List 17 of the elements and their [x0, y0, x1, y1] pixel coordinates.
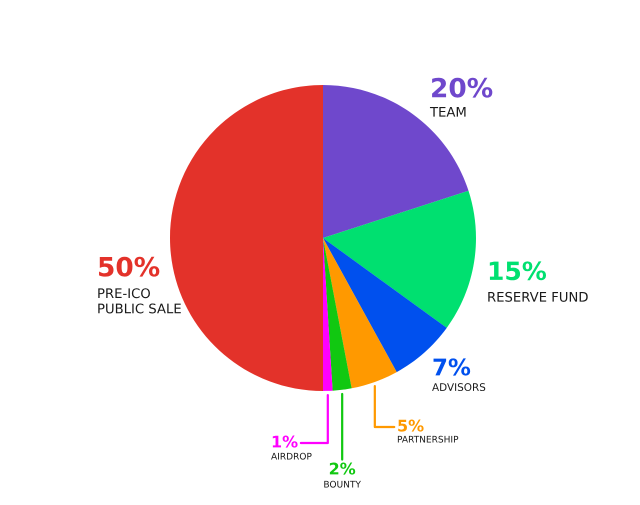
slice-label: TEAM [430, 107, 466, 117]
slice-label: RESERVE FUND [488, 292, 588, 302]
data-label: 7% [434, 358, 470, 376]
slice-label: AIRDROP [271, 452, 312, 460]
data-label: 50% [99, 256, 160, 277]
data-label: 20% [432, 78, 492, 98]
data-label: 1% [272, 436, 298, 448]
pie-slice [323, 190, 476, 328]
pie-slice [323, 238, 352, 391]
pie-slice [323, 238, 397, 388]
slice-label: PRE-ICO PUBLIC SALE [98, 288, 181, 314]
data-label: 2% [330, 462, 356, 475]
slice-label: PARTNERSHIP [398, 436, 458, 443]
slice-label: ADVISORS [432, 383, 486, 392]
data-label: 5% [398, 420, 424, 432]
data-label: 15% [490, 261, 546, 280]
slice-label: BOUNTY [324, 480, 361, 488]
